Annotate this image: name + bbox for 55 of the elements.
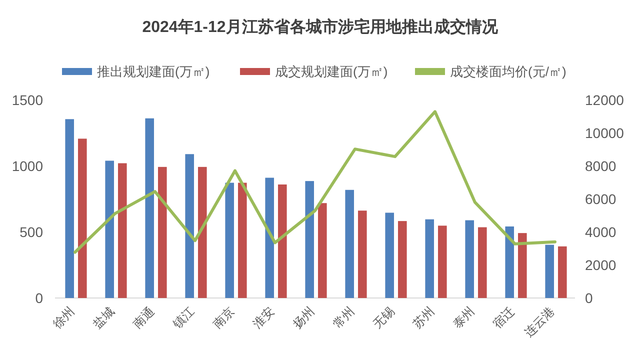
x-tick-label: 扬州 (290, 304, 318, 332)
bar (465, 220, 474, 298)
bar (278, 184, 287, 298)
x-tick-label: 常州 (330, 304, 358, 332)
x-tick-label: 徐州 (50, 304, 78, 332)
y-tick-label: 500 (20, 224, 44, 240)
bar (558, 246, 567, 298)
y2-tick-label: 12000 (585, 92, 624, 108)
bar (305, 181, 314, 298)
x-tick-label: 淮安 (250, 304, 278, 332)
x-tick-label: 宿迁 (490, 304, 518, 332)
bar (318, 203, 327, 298)
y2-tick-label: 8000 (585, 158, 616, 174)
x-tick-label: 南京 (210, 304, 238, 332)
bar (198, 166, 207, 298)
line-series (74, 110, 556, 254)
x-tick-label: 连云港 (522, 304, 558, 340)
x-tick-label: 泰州 (450, 304, 478, 332)
bar (545, 244, 554, 298)
legend-label: 成交规划建面(万㎡) (275, 64, 388, 79)
y-tick-label: 1500 (12, 92, 44, 108)
bar (118, 163, 127, 298)
bar (65, 119, 74, 298)
x-tick-label: 南通 (130, 304, 158, 332)
chart-title: 2024年1-12月江苏省各城市涉宅用地推出成交情况 (142, 17, 499, 36)
x-tick-label: 苏州 (410, 304, 438, 332)
bar (345, 190, 354, 298)
bar (518, 233, 527, 298)
y-tick-label: 1000 (12, 158, 44, 174)
bar (478, 227, 487, 298)
bar (358, 210, 367, 298)
y2-tick-label: 6000 (585, 191, 616, 207)
y2-tick-label: 4000 (585, 224, 616, 240)
x-tick-label: 无锡 (370, 304, 398, 332)
bar (238, 182, 247, 298)
x-tick-label: 镇江 (170, 304, 198, 332)
bar (145, 118, 154, 298)
y2-tick-label: 2000 (585, 257, 616, 273)
bar (185, 154, 194, 298)
bar (385, 212, 394, 298)
legend-label: 推出规划建面(万㎡) (97, 64, 210, 79)
y2-tick-label: 0 (585, 290, 593, 306)
bar (105, 160, 114, 298)
bar (158, 166, 167, 298)
bar (425, 219, 434, 298)
y2-tick-label: 10000 (585, 125, 624, 141)
bar (225, 182, 234, 298)
bar (265, 178, 274, 298)
bar (438, 226, 447, 298)
bar (78, 138, 87, 298)
bar (505, 226, 514, 298)
y-tick-label: 0 (35, 290, 44, 306)
x-tick-label: 盐城 (90, 304, 118, 332)
bar (398, 221, 407, 298)
legend-label: 成交楼面均价(元/㎡) (450, 64, 566, 79)
